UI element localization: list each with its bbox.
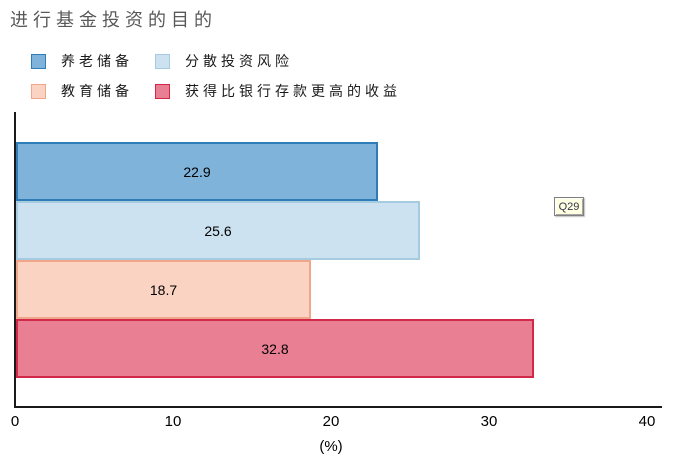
bar-4: 32.8 <box>16 319 534 378</box>
legend-item-1: 养老储备 <box>31 51 155 71</box>
x-tick-label-30: 30 <box>480 413 498 430</box>
chart-title: 进行基金投资的目的 <box>10 10 217 30</box>
x-tick-label-40: 40 <box>638 413 656 430</box>
bar-value-label: 25.6 <box>204 222 232 239</box>
x-tick-label-0: 0 <box>10 413 20 430</box>
bar-3: 18.7 <box>16 260 311 319</box>
legend-swatch-icon <box>31 53 46 69</box>
bar-value-label: 32.8 <box>261 340 289 357</box>
legend-label: 获得比银行存款更高的收益 <box>185 83 401 99</box>
legend-item-4: 获得比银行存款更高的收益 <box>155 81 401 101</box>
bar-value-label: 18.7 <box>149 281 178 298</box>
bar-1: 22.9 <box>16 142 378 201</box>
question-number-tooltip: Q29 <box>554 197 584 216</box>
legend-swatch-icon <box>31 83 46 99</box>
legend-label: 分散投资风险 <box>185 53 293 69</box>
legend: 养老储备 分散投资风险教育储备 获得比银行存款更高的收益 <box>31 51 401 101</box>
x-axis-title: (%) <box>319 438 343 455</box>
bar-value-label: 22.9 <box>183 163 211 180</box>
legend-item-3: 教育储备 <box>31 81 155 101</box>
x-tick-label-20: 20 <box>322 413 340 430</box>
legend-swatch-icon <box>155 53 170 69</box>
y-axis-line <box>14 112 16 408</box>
x-tick-label-10: 10 <box>164 413 182 430</box>
legend-swatch-icon <box>155 83 170 99</box>
legend-label: 养老储备 <box>61 53 133 69</box>
bar-2: 25.6 <box>16 201 420 260</box>
x-axis-line <box>14 406 662 408</box>
legend-item-2: 分散投资风险 <box>155 51 401 71</box>
legend-label: 教育储备 <box>61 83 133 99</box>
